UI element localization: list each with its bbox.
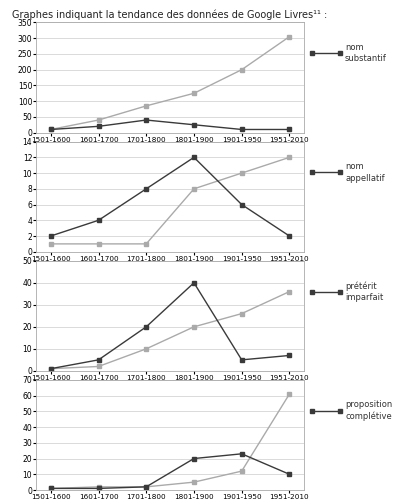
Text: proposition
complétive: proposition complétive [345,400,392,421]
Text: nom
substantif: nom substantif [345,44,387,64]
Text: nom
appellatif: nom appellatif [345,162,385,182]
Text: Graphes indiquant la tendance des données de Google Livres¹¹ :: Graphes indiquant la tendance des donnée… [12,9,327,20]
Text: prétérit
imparfait: prétérit imparfait [345,282,383,302]
